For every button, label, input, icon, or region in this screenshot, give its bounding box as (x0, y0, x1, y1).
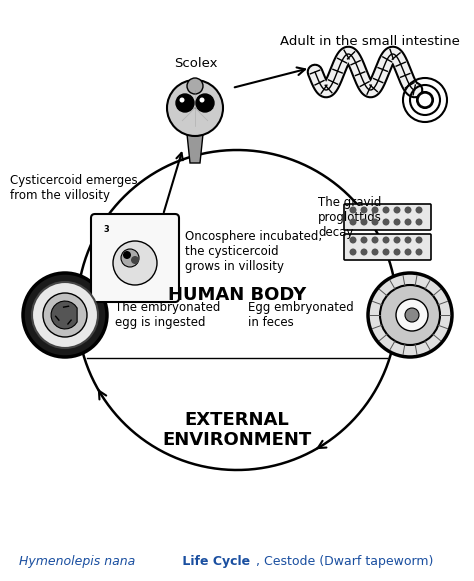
Circle shape (349, 249, 356, 256)
Circle shape (383, 236, 390, 243)
Circle shape (372, 206, 379, 213)
Circle shape (361, 236, 367, 243)
Text: 3: 3 (103, 225, 109, 234)
Circle shape (349, 206, 356, 213)
Text: Adult in the small intestine: Adult in the small intestine (280, 35, 460, 48)
Circle shape (416, 249, 422, 256)
Circle shape (180, 98, 184, 102)
Circle shape (416, 218, 422, 225)
Circle shape (23, 273, 107, 357)
Circle shape (383, 206, 390, 213)
Circle shape (361, 218, 367, 225)
Circle shape (32, 282, 98, 348)
Text: Scolex: Scolex (174, 57, 218, 70)
Text: The gravid
proglottids
decay: The gravid proglottids decay (318, 196, 382, 239)
Circle shape (349, 236, 356, 243)
Circle shape (393, 236, 401, 243)
Circle shape (113, 241, 157, 285)
Circle shape (372, 249, 379, 256)
Circle shape (416, 236, 422, 243)
Circle shape (349, 218, 356, 225)
Circle shape (187, 78, 203, 94)
Circle shape (393, 218, 401, 225)
Circle shape (372, 236, 379, 243)
Circle shape (123, 251, 131, 259)
Text: , Cestode (Dwarf tapeworm): , Cestode (Dwarf tapeworm) (256, 555, 433, 568)
Circle shape (418, 93, 432, 107)
Circle shape (361, 249, 367, 256)
Circle shape (416, 206, 422, 213)
Polygon shape (187, 134, 203, 163)
Circle shape (131, 256, 139, 264)
Text: Egg embryonated
in feces: Egg embryonated in feces (248, 301, 354, 329)
Text: EXTERNAL
ENVIRONMENT: EXTERNAL ENVIRONMENT (163, 411, 311, 449)
Text: Life Cycle: Life Cycle (178, 555, 250, 568)
Circle shape (393, 206, 401, 213)
Circle shape (404, 249, 411, 256)
Circle shape (383, 218, 390, 225)
Text: The embryonated
egg is ingested: The embryonated egg is ingested (115, 301, 220, 329)
FancyBboxPatch shape (344, 204, 431, 230)
Circle shape (176, 94, 194, 112)
FancyBboxPatch shape (91, 214, 179, 302)
Circle shape (404, 218, 411, 225)
Text: HUMAN BODY: HUMAN BODY (168, 286, 306, 304)
Circle shape (361, 206, 367, 213)
Circle shape (196, 94, 214, 112)
Text: Oncosphere incubated,
the cysticercoid
grows in villosity: Oncosphere incubated, the cysticercoid g… (185, 230, 322, 273)
Circle shape (396, 299, 428, 331)
Circle shape (383, 249, 390, 256)
Text: Cysticercoid emerges
from the villosity: Cysticercoid emerges from the villosity (10, 174, 137, 202)
Polygon shape (51, 301, 77, 329)
Circle shape (43, 293, 87, 337)
Circle shape (372, 218, 379, 225)
Circle shape (380, 285, 440, 345)
Circle shape (405, 308, 419, 322)
FancyBboxPatch shape (344, 234, 431, 260)
Circle shape (121, 249, 139, 267)
Text: Hymenolepis nana: Hymenolepis nana (19, 555, 135, 568)
Circle shape (167, 80, 223, 136)
Circle shape (368, 273, 452, 357)
Circle shape (404, 236, 411, 243)
Circle shape (404, 206, 411, 213)
Circle shape (393, 249, 401, 256)
Circle shape (200, 98, 204, 102)
